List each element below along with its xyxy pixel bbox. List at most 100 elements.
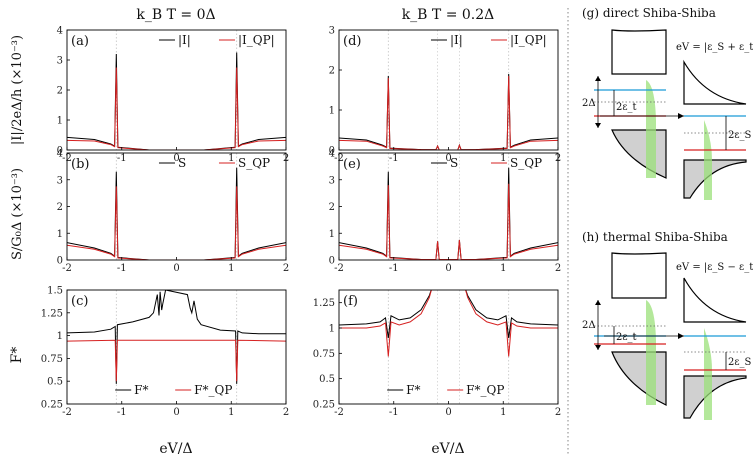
diagram-g-eps-t-label: 2ε_t (616, 102, 637, 113)
diagram-g-condition: eV = |ε_S + ε_t| (676, 42, 753, 53)
series-line-0 (339, 290, 558, 339)
panel-label: (a) (71, 34, 89, 49)
series-line-1 (67, 339, 286, 382)
ylabel-noise: S/G₀Δ (×10⁻³) (10, 168, 25, 260)
legend-entry: F*_QP (194, 383, 232, 397)
x-tick-label: 0 (173, 153, 179, 164)
axes-frame (338, 289, 559, 405)
y-tick-label: 1 (329, 229, 335, 240)
diagram-h-green-peak-left (646, 300, 656, 405)
diagram-g-gap-arrowhead-top (595, 76, 601, 81)
y-tick-label: 2 (329, 66, 335, 77)
x-tick-label: 1 (228, 153, 234, 164)
diagram-h-left-upper-dos (611, 252, 667, 299)
x-tick-label: -2 (334, 263, 344, 274)
y-tick-label: 2 (329, 202, 335, 213)
y-tick-label: 3 (329, 26, 335, 37)
diagram-g-green-peak-left (646, 80, 656, 178)
axes-frame (338, 29, 559, 151)
legend-entry: S (178, 156, 186, 170)
x-tick-label: 0 (445, 153, 451, 164)
y-tick-label: 2 (57, 86, 63, 97)
y-tick-label: 1 (57, 229, 63, 240)
axes-frame (66, 29, 287, 151)
y-tick-label: 0 (57, 146, 63, 157)
diagram-h-condition: eV = |ε_S − ε_t| (676, 262, 753, 273)
column-title-1: k_B T = 0.2Δ (402, 7, 495, 23)
panel-label: (f) (343, 294, 358, 309)
diagram-h-title: (h) thermal Shiba-Shiba (582, 230, 728, 244)
y-tick-label: 0.5 (319, 374, 335, 385)
x-tick-label: -2 (334, 407, 344, 418)
panel-label: (e) (343, 157, 361, 172)
series-line-0 (339, 167, 558, 260)
y-tick-label: 0.5 (47, 377, 63, 388)
chart-panel-b: -2 -1 0 1 2 0 1 2 3 4 (b) S S_QP (57, 149, 290, 275)
diagram-h-gap-label: 2Δ (582, 320, 596, 331)
x-tick-label: 1 (228, 407, 234, 418)
diagram-h-eps-s-label: 2ε_S (728, 357, 752, 368)
chart-panel-f: -2 -1 0 1 2 0.25 0.5 0.75 1 1.25 (f) F* F*_QP (313, 289, 561, 418)
y-tick-label: 3 (57, 56, 63, 67)
legend-entry: S_QP (510, 156, 542, 170)
y-tick-label: 1.25 (41, 308, 63, 319)
legend-entry: F*_QP (466, 383, 504, 397)
legend-entry: |I| (450, 33, 463, 47)
series-line-1 (67, 186, 286, 260)
diagram-g-green-peak-right (704, 120, 712, 200)
x-tick-label: 0 (173, 263, 179, 274)
diagram-h-eps-t-label: 2ε_t (616, 332, 637, 343)
legend-entry: |I| (178, 33, 191, 47)
x-tick-label: 1 (228, 263, 234, 274)
chart-panel-c: -2 -1 0 1 2 0.25 0.5 0.75 1 1.25 1.5 (c) F* F*_QP (41, 286, 289, 419)
series-line-1 (67, 67, 286, 150)
x-tick-label: 0 (445, 263, 451, 274)
series-line-0 (67, 52, 286, 150)
x-tick-label: 1 (500, 263, 506, 274)
y-tick-label: 0.75 (313, 349, 335, 360)
x-tick-label: -1 (389, 263, 399, 274)
x-tick-label: 2 (283, 407, 289, 418)
x-tick-label: 0 (173, 407, 179, 418)
diagram-g-left-lower-dos (611, 129, 667, 179)
series-line-0 (67, 167, 286, 260)
legend-entry: S (450, 156, 458, 170)
legend-entry: F* (134, 383, 148, 397)
y-tick-label: 4 (57, 149, 63, 160)
diagram-g-eps-s-label: 2ε_S (728, 130, 752, 141)
legend-entry: F* (406, 383, 420, 397)
x-tick-label: 2 (555, 407, 561, 418)
y-tick-label: 4 (329, 149, 335, 160)
charts-layer: -2 -1 0 1 2 0 1 2 3 4 (a) |I| |I_QP| -2 -1 0 1 2 0 1 2 3 (d) |I… (41, 26, 561, 419)
y-tick-label: 3 (329, 175, 335, 186)
diagram-direct-shiba: (g) direct Shiba-Shiba eV = |ε_S + ε_t| … (582, 6, 753, 200)
diagram-h-arrowhead (678, 333, 684, 339)
series-line-1 (339, 290, 558, 357)
y-tick-label: 0 (329, 146, 335, 157)
panel-label: (b) (71, 157, 89, 172)
y-tick-label: 2 (57, 202, 63, 213)
y-tick-label: 3 (57, 175, 63, 186)
xlabel-left: eV/Δ (159, 441, 192, 457)
x-tick-label: 1 (500, 407, 506, 418)
y-tick-label: 1 (329, 106, 335, 117)
y-tick-label: 1.5 (47, 286, 63, 297)
ylabel-current: |I|/2eΔ/h (×10⁻³) (10, 35, 25, 145)
y-tick-label: 0.25 (313, 400, 335, 411)
chart-panel-e: -2 -1 0 1 2 0 1 2 3 4 (e) S S_QP (329, 149, 562, 275)
diagram-g-arrowhead (678, 113, 684, 119)
y-tick-label: 0 (329, 256, 335, 267)
diagram-h-right-lower-dos (683, 375, 747, 419)
diagram-g-title: (g) direct Shiba-Shiba (582, 6, 716, 20)
legend-entry: |I_QP| (238, 33, 275, 47)
y-tick-label: 1 (57, 331, 63, 342)
diagram-h-gap-arrowhead-bottom (595, 345, 601, 350)
x-tick-label: 2 (283, 263, 289, 274)
y-tick-label: 1 (329, 324, 335, 335)
x-tick-label: 1 (500, 153, 506, 164)
y-tick-label: 4 (57, 26, 63, 37)
diagram-g-gap-label: 2Δ (582, 98, 596, 109)
diagram-h-left-lower-dos (611, 351, 667, 406)
